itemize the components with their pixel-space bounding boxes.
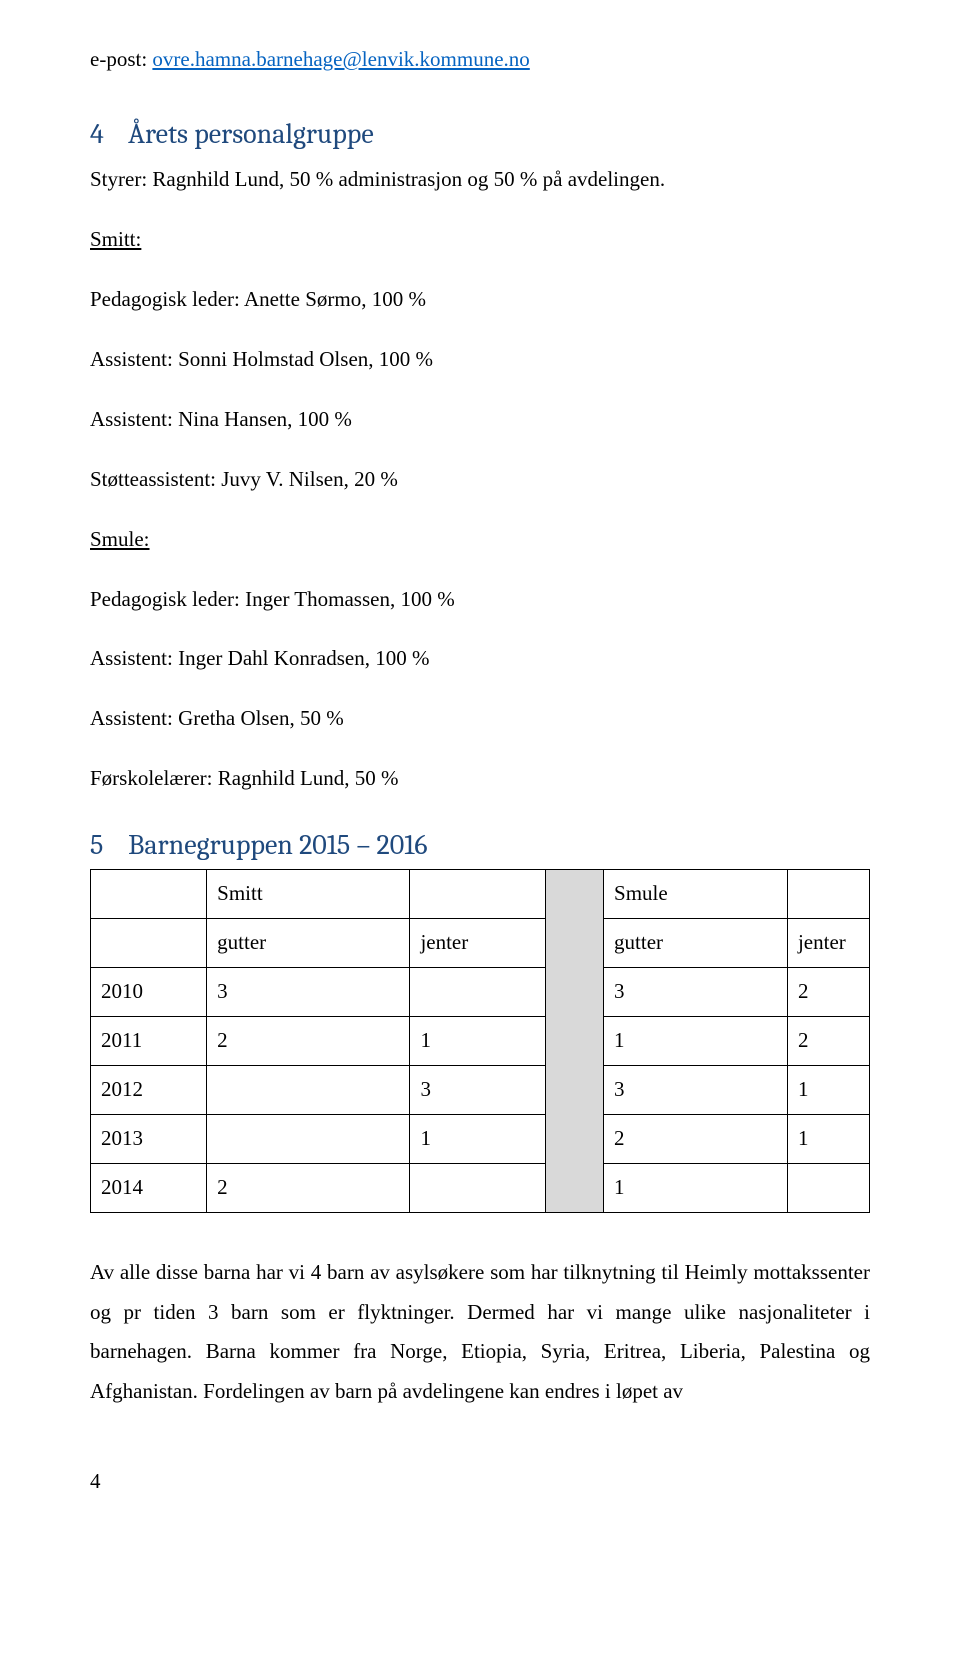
cell-g1: 3 (207, 968, 410, 1017)
section-5-title: Barnegruppen 2015 – 2016 (128, 829, 427, 861)
smule-staff-3: Førskolelærer: Ragnhild Lund, 50 % (90, 759, 870, 799)
cell-year: 2010 (91, 968, 207, 1017)
section-4-heading: 4 Årets personalgruppe (90, 116, 870, 152)
cell-g1: 2 (207, 1163, 410, 1212)
smitt-label: Smitt: (90, 220, 870, 260)
cell-j2: 2 (787, 1017, 869, 1066)
cell-g2: 1 (604, 1163, 788, 1212)
table-row: 2010 3 3 2 (91, 968, 870, 1017)
smitt-staff-2: Assistent: Nina Hansen, 100 % (90, 400, 870, 440)
styrer-line: Styrer: Ragnhild Lund, 50 % administrasj… (90, 160, 870, 200)
epost-link[interactable]: ovre.hamna.barnehage@lenvik.kommune.no (152, 47, 529, 71)
section-4-number: 4 (90, 116, 122, 152)
barnegruppe-table: Smitt Smule gutter jenter gutter jenter … (90, 869, 870, 1212)
epost-line: e-post: ovre.hamna.barnehage@lenvik.komm… (90, 40, 870, 80)
table-row: 2013 1 2 1 (91, 1114, 870, 1163)
smule-staff-1: Assistent: Inger Dahl Konradsen, 100 % (90, 639, 870, 679)
cell-j1: 3 (410, 1066, 546, 1115)
table-row: 2012 3 3 1 (91, 1066, 870, 1115)
cell-j1 (410, 1163, 546, 1212)
cell-j2: 1 (787, 1066, 869, 1115)
gap-column (545, 870, 603, 1212)
section-4-title: Årets personalgruppe (128, 118, 374, 150)
table-row: 2014 2 1 (91, 1163, 870, 1212)
cell-g2: 2 (604, 1114, 788, 1163)
smitt-staff-0: Pedagogisk leder: Anette Sørmo, 100 % (90, 280, 870, 320)
section-5-heading: 5 Barnegruppen 2015 – 2016 (90, 827, 870, 863)
section-5-number: 5 (90, 827, 122, 863)
page-number: 4 (90, 1462, 870, 1502)
th-gutter-2: gutter (604, 919, 788, 968)
cell-year: 2013 (91, 1114, 207, 1163)
th-empty-3 (787, 870, 869, 919)
cell-year: 2012 (91, 1066, 207, 1115)
cell-j1: 1 (410, 1114, 546, 1163)
th-jenter-2: jenter (787, 919, 869, 968)
cell-year: 2011 (91, 1017, 207, 1066)
cell-g2: 3 (604, 968, 788, 1017)
epost-label: e-post: (90, 47, 152, 71)
section-5-paragraph: Av alle disse barna har vi 4 barn av asy… (90, 1253, 870, 1413)
cell-g1 (207, 1066, 410, 1115)
th-empty-1 (91, 870, 207, 919)
th-empty-4 (91, 919, 207, 968)
smule-staff-2: Assistent: Gretha Olsen, 50 % (90, 699, 870, 739)
smule-label: Smule: (90, 520, 870, 560)
th-jenter-1: jenter (410, 919, 546, 968)
table-row: 2011 2 1 1 2 (91, 1017, 870, 1066)
cell-j1: 1 (410, 1017, 546, 1066)
smule-staff-0: Pedagogisk leder: Inger Thomassen, 100 % (90, 580, 870, 620)
cell-g2: 1 (604, 1017, 788, 1066)
th-empty-2 (410, 870, 546, 919)
th-gutter-1: gutter (207, 919, 410, 968)
cell-j2 (787, 1163, 869, 1212)
cell-j1 (410, 968, 546, 1017)
smitt-staff-1: Assistent: Sonni Holmstad Olsen, 100 % (90, 340, 870, 380)
cell-j2: 1 (787, 1114, 869, 1163)
cell-g2: 3 (604, 1066, 788, 1115)
cell-g1 (207, 1114, 410, 1163)
th-smitt: Smitt (207, 870, 410, 919)
table-header-row-1: Smitt Smule (91, 870, 870, 919)
th-smule: Smule (604, 870, 788, 919)
cell-j2: 2 (787, 968, 869, 1017)
smitt-staff-3: Støtteassistent: Juvy V. Nilsen, 20 % (90, 460, 870, 500)
table-header-row-2: gutter jenter gutter jenter (91, 919, 870, 968)
cell-g1: 2 (207, 1017, 410, 1066)
cell-year: 2014 (91, 1163, 207, 1212)
